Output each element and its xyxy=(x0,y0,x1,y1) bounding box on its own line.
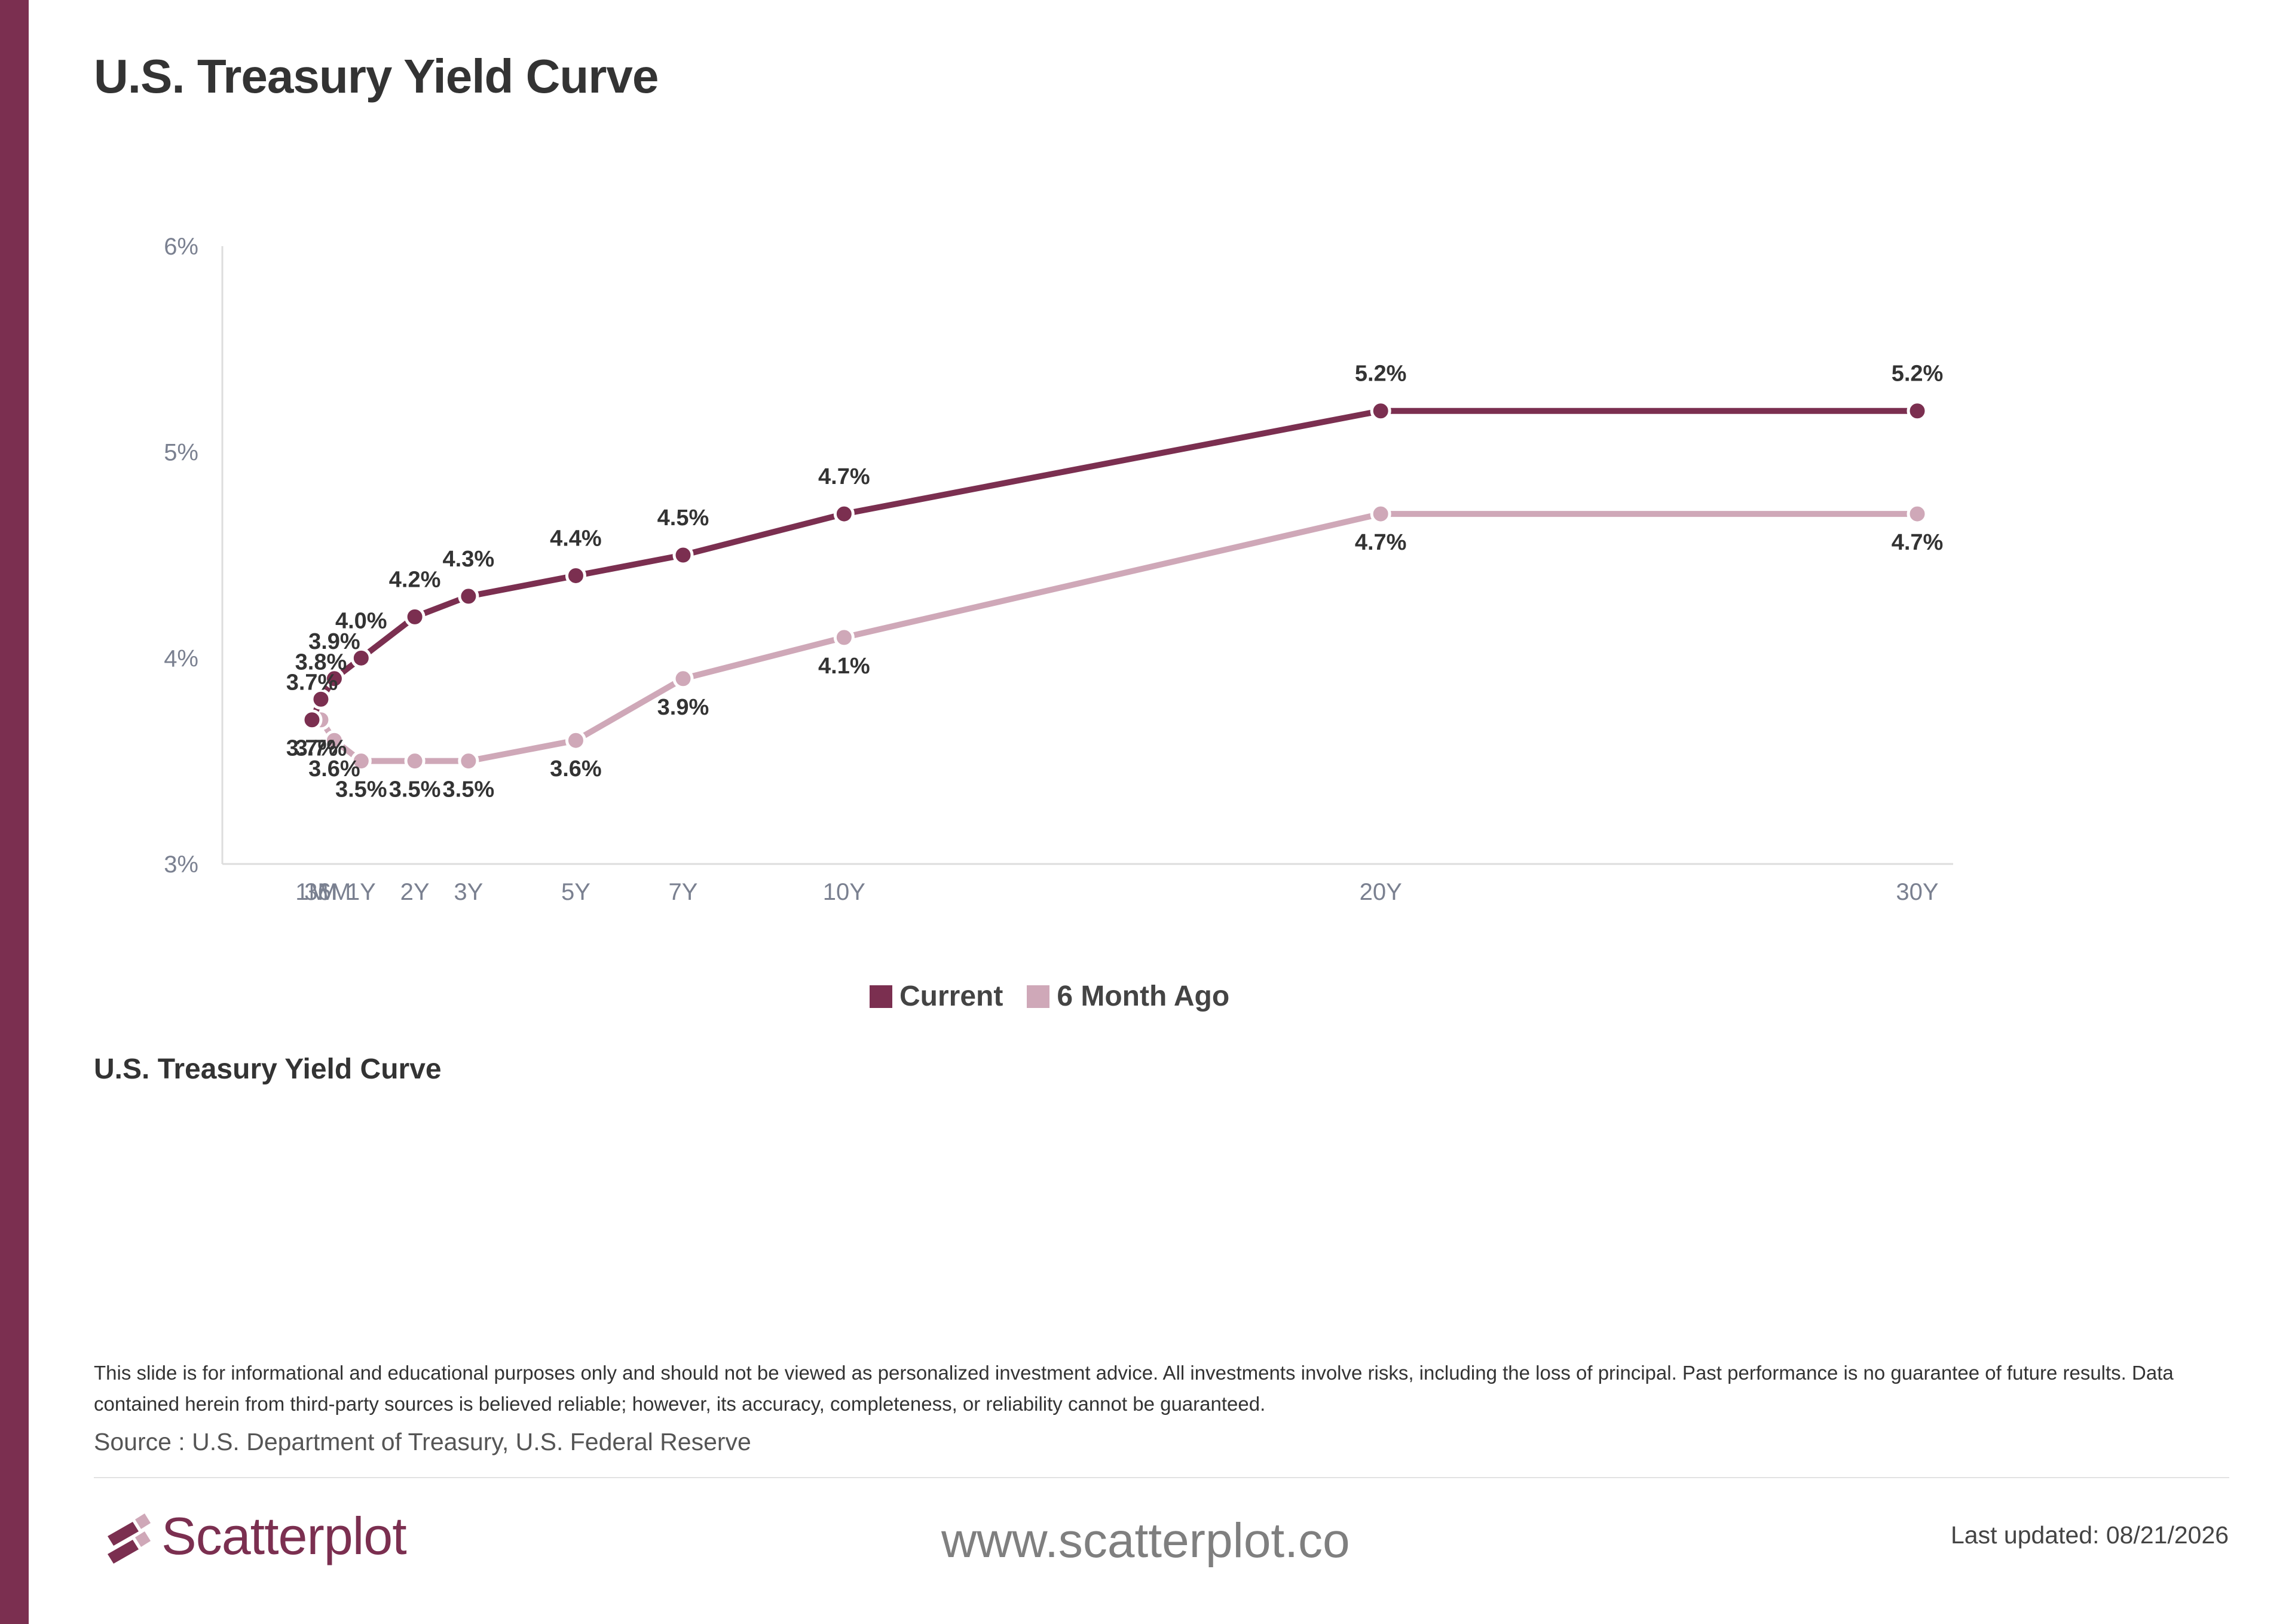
x-tick-label: 3Y xyxy=(454,879,483,905)
data-label: 4.4% xyxy=(550,526,602,551)
data-label: 3.5% xyxy=(443,777,495,802)
data-point xyxy=(323,730,345,751)
data-point xyxy=(672,544,694,566)
y-tick-label: 6% xyxy=(164,234,198,260)
y-tick-label: 4% xyxy=(164,645,198,672)
data-label: 4.2% xyxy=(389,567,441,592)
legend-item-current: Current xyxy=(870,980,1003,1013)
legend-item-6-month-ago: 6 Month Ago xyxy=(1027,980,1229,1013)
x-tick-label: 10Y xyxy=(823,879,865,905)
scatterplot-logo-icon xyxy=(108,1513,151,1564)
chart-caption: U.S. Treasury Yield Curve xyxy=(94,1053,442,1085)
x-tick-label: 2Y xyxy=(400,879,430,905)
data-label: 4.0% xyxy=(335,608,387,633)
data-label: 3.9% xyxy=(308,629,360,654)
page-title: U.S. Treasury Yield Curve xyxy=(94,50,659,103)
data-label: 3.5% xyxy=(389,777,441,802)
x-tick-label: 3M xyxy=(304,879,338,905)
series-line xyxy=(309,407,1920,723)
data-label: 3.6% xyxy=(550,756,602,782)
y-tick-label: 5% xyxy=(164,440,198,466)
legend-label-6-month-ago: 6 Month Ago xyxy=(1057,980,1230,1012)
x-tick-label: 1Y xyxy=(347,879,376,905)
x-tick-label: 20Y xyxy=(1360,879,1402,905)
data-label: 4.1% xyxy=(818,654,870,679)
data-label: 4.7% xyxy=(818,464,870,489)
data-point xyxy=(323,668,345,690)
data-label: 3.9% xyxy=(657,695,709,720)
data-point xyxy=(672,668,694,690)
chart-legend: Current 6 Month Ago xyxy=(870,980,1253,1013)
data-label: 4.3% xyxy=(443,547,495,572)
data-point xyxy=(458,750,479,772)
data-point xyxy=(1907,503,1928,525)
disclaimer-text: This slide is for informational and educ… xyxy=(94,1362,2174,1415)
chart-series xyxy=(301,400,1928,772)
data-point xyxy=(1370,503,1391,525)
scatterplot-logo: Scatterplot xyxy=(102,1506,407,1567)
x-tick-label: 30Y xyxy=(1896,879,1938,905)
data-label: 3.5% xyxy=(335,777,387,802)
x-tick-label: 5Y xyxy=(561,879,590,905)
website-url[interactable]: www.scatterplot.co xyxy=(941,1513,1350,1568)
data-point xyxy=(404,750,426,772)
x-tick-label: 7Y xyxy=(669,879,698,905)
data-point xyxy=(833,503,855,525)
data-point xyxy=(458,586,479,607)
data-label: 3.6% xyxy=(308,756,360,782)
data-point xyxy=(833,627,855,648)
data-point xyxy=(301,709,323,731)
legend-swatch-current xyxy=(870,985,892,1008)
data-point xyxy=(404,606,426,627)
data-label: 4.7% xyxy=(1892,530,1944,555)
x-tick-label: 6M xyxy=(318,879,351,905)
brand-name: Scatterplot xyxy=(161,1506,407,1565)
footer-divider xyxy=(94,1477,2229,1478)
data-label: 3.7% xyxy=(286,736,338,761)
data-point xyxy=(350,750,372,772)
data-point xyxy=(310,688,332,710)
accent-side-bar xyxy=(0,0,29,1624)
data-label: 5.2% xyxy=(1355,361,1407,387)
data-point xyxy=(1907,400,1928,422)
data-label: 3.7% xyxy=(295,736,347,761)
legend-label-current: Current xyxy=(899,980,1003,1012)
data-label: 3.7% xyxy=(286,670,338,695)
data-label: 5.2% xyxy=(1892,361,1944,387)
x-tick-label: 1M xyxy=(295,879,329,905)
source-note: Source : U.S. Department of Treasury, U.… xyxy=(94,1428,751,1456)
data-point xyxy=(565,730,586,751)
data-point xyxy=(350,647,372,669)
data-label: 4.7% xyxy=(1355,530,1407,555)
chart-data-labels: 3.7%3.8%3.9%4.0%4.2%4.3%4.4%4.5%4.7%5.2%… xyxy=(286,361,1944,802)
y-tick-label: 3% xyxy=(164,851,198,878)
data-point xyxy=(1370,400,1391,422)
data-label: 3.8% xyxy=(295,649,347,675)
data-point xyxy=(565,565,586,586)
legend-swatch-6-month-ago xyxy=(1027,985,1050,1008)
data-label: 4.5% xyxy=(657,505,709,531)
last-updated: Last updated: 08/21/2026 xyxy=(1951,1521,2229,1549)
